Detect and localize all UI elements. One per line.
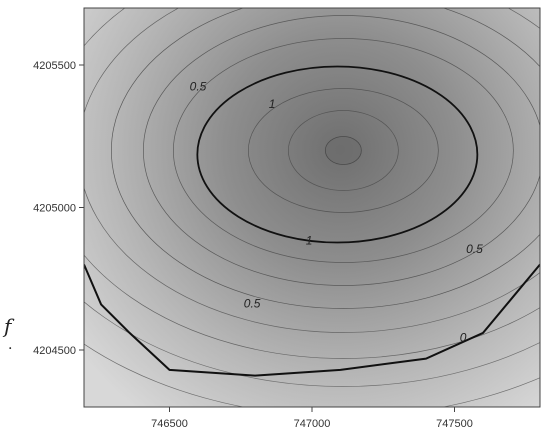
axis-ticks: 746500 747000 747500 4204500 4205000 4205500 [33, 60, 473, 430]
contour-ring-5 [143, 15, 540, 286]
contour-ring-4 [173, 38, 514, 263]
contour-ring-6 [111, 8, 540, 309]
contour-ring-9 [84, 301, 540, 387]
contour-label-4: 0.5 [244, 296, 261, 310]
x-tick-label-2: 747500 [436, 418, 473, 430]
contour-label-1: 1 [269, 97, 276, 111]
stray-glyph-dot: . [8, 337, 13, 353]
contour-label-2: 1 [306, 234, 313, 248]
contour-label-0: 0.5 [190, 80, 207, 94]
contour-label-3: 0.5 [466, 242, 483, 256]
contour-level-1 [196, 65, 479, 244]
stray-glyph-f: f [4, 314, 12, 338]
x-tick-label-0: 746500 [151, 418, 188, 430]
contour-ring-2 [248, 88, 439, 213]
contour-ring-0 [324, 136, 362, 165]
contour-label-5: 0 [460, 330, 467, 344]
contour-ring-8 [84, 8, 540, 359]
contour-ring-1 [288, 110, 399, 191]
contour-labels: 0.5 1 1 0.5 0.5 0 [190, 80, 483, 345]
y-tick-label-1: 4205000 [33, 203, 76, 215]
x-tick-label-1: 747000 [294, 418, 331, 430]
contour-level-0 [84, 263, 540, 377]
y-tick-label-2: 4205500 [33, 60, 76, 72]
contour-ring-7 [84, 8, 540, 333]
contour-lines [84, 8, 540, 407]
y-tick-label-0: 4204500 [33, 345, 76, 357]
